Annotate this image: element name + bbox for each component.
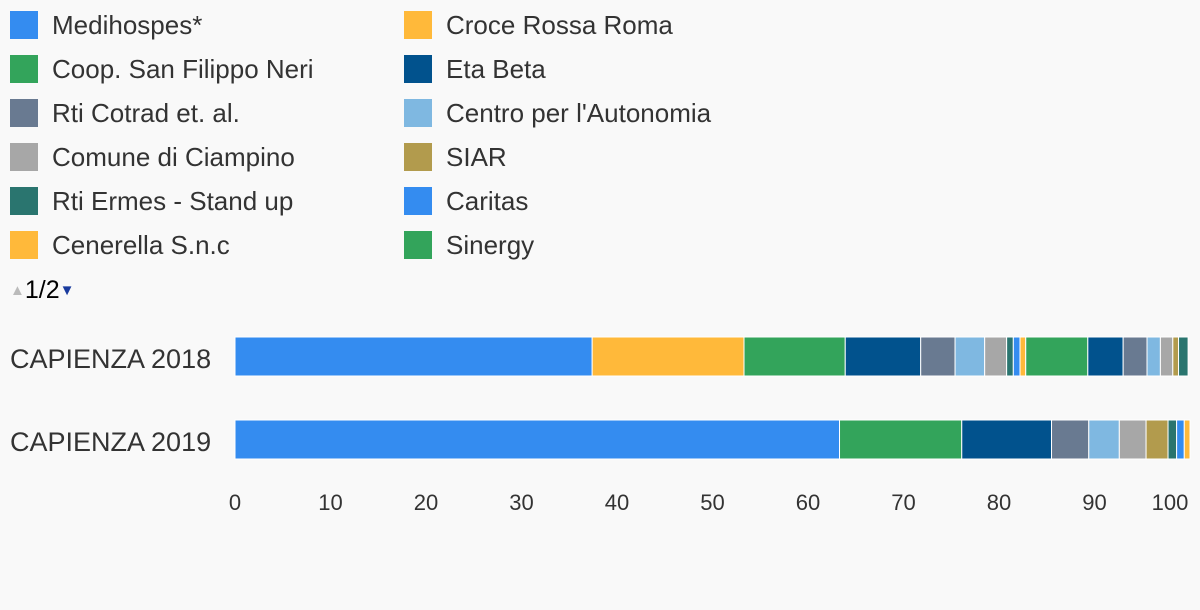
legend-swatch	[404, 143, 432, 171]
x-tick-label: 90	[1082, 490, 1106, 515]
x-tick-label: 80	[987, 490, 1011, 515]
x-tick-label: 20	[414, 490, 438, 515]
legend-swatch	[404, 231, 432, 259]
bar-segment[interactable]	[234, 419, 841, 460]
legend-item[interactable]: SIAR	[404, 142, 507, 172]
bar-segment[interactable]	[1172, 336, 1180, 377]
legend-label: Caritas	[446, 185, 529, 216]
legend-pager: ▲ 1/2 ▼	[10, 276, 74, 305]
bar-segment[interactable]	[1087, 336, 1124, 377]
legend-item[interactable]: Caritas	[404, 186, 528, 216]
legend-item[interactable]: Comune di Ciampino	[10, 142, 295, 172]
legend-swatch	[10, 231, 38, 259]
legend-label: Comune di Ciampino	[52, 141, 295, 172]
bar-segment[interactable]	[839, 419, 963, 460]
bar-segment[interactable]	[961, 419, 1053, 460]
legend-item[interactable]: Eta Beta	[404, 54, 546, 84]
legend-item[interactable]: Centro per l'Autonomia	[404, 98, 711, 128]
x-tick-label: 60	[796, 490, 820, 515]
legend-swatch	[404, 99, 432, 127]
bar-segment[interactable]	[954, 336, 986, 377]
legend-swatch	[404, 55, 432, 83]
legend-label: Eta Beta	[446, 53, 546, 84]
bar-segment[interactable]	[1183, 419, 1191, 460]
legend-item[interactable]: Rti Ermes - Stand up	[10, 186, 293, 216]
x-tick-label: 50	[700, 490, 724, 515]
bar-segment[interactable]	[591, 336, 745, 377]
x-tick-label: 0	[229, 490, 241, 515]
bar-segment[interactable]	[1118, 419, 1147, 460]
legend-swatch	[10, 11, 38, 39]
legend-label: Coop. San Filippo Neri	[52, 53, 314, 84]
bar-segment[interactable]	[1012, 336, 1021, 377]
legend-label: SIAR	[446, 141, 507, 172]
legend-label: Centro per l'Autonomia	[446, 97, 712, 128]
legend-page-number: 1/2	[24, 276, 60, 304]
legend-label: Rti Ermes - Stand up	[52, 185, 294, 216]
bar-segment[interactable]	[1146, 336, 1161, 377]
legend-item[interactable]: Cenerella S.n.c	[10, 230, 230, 260]
bar-segment[interactable]	[1051, 419, 1090, 460]
bar-segment[interactable]	[1178, 336, 1189, 377]
triangle-down-icon[interactable]: ▼	[59, 282, 75, 299]
bar-segment[interactable]	[1019, 336, 1027, 377]
legend-swatch	[404, 11, 432, 39]
legend-item[interactable]: Medihospes*	[10, 10, 202, 40]
triangle-up-icon[interactable]: ▲	[10, 282, 25, 299]
legend-item[interactable]: Croce Rossa Roma	[404, 10, 673, 40]
legend-swatch	[10, 187, 38, 215]
legend-swatch	[404, 187, 432, 215]
bar-segment[interactable]	[1122, 336, 1148, 377]
legend-label: Rti Cotrad et. al.	[52, 97, 240, 128]
bar-segment[interactable]	[1167, 419, 1178, 460]
legend-item[interactable]: Rti Cotrad et. al.	[10, 98, 240, 128]
legend-item[interactable]: Sinergy	[404, 230, 534, 260]
x-tick-label: 30	[509, 490, 533, 515]
x-tick-label: 40	[605, 490, 629, 515]
category-label: CAPIENZA 2018	[10, 344, 211, 374]
bar-segment[interactable]	[234, 336, 593, 377]
chart-legend: Medihospes* Croce Rossa Roma Coop. San Fil…	[10, 10, 770, 283]
legend-label: Medihospes*	[52, 10, 203, 40]
x-tick-label: 100	[1152, 490, 1189, 515]
bar-segment[interactable]	[743, 336, 846, 377]
bar-segment[interactable]	[844, 336, 922, 377]
bar-segment[interactable]	[920, 336, 956, 377]
bar-segment[interactable]	[1145, 419, 1169, 460]
category-label: CAPIENZA 2019	[10, 427, 211, 457]
bar-segment[interactable]	[1159, 336, 1174, 377]
bar-segment[interactable]	[984, 336, 1008, 377]
legend-swatch	[10, 143, 38, 171]
legend-swatch	[10, 55, 38, 83]
legend-label: Croce Rossa Roma	[446, 10, 673, 40]
bar-segment[interactable]	[1025, 336, 1089, 377]
bar-segment[interactable]	[1006, 336, 1014, 377]
legend-label: Sinergy	[446, 229, 535, 260]
bar-segment[interactable]	[1088, 419, 1120, 460]
bar-segment[interactable]	[1176, 419, 1185, 460]
legend-item[interactable]: Coop. San Filippo Neri	[10, 54, 314, 84]
x-tick-label: 10	[318, 490, 342, 515]
legend-swatch	[10, 99, 38, 127]
x-tick-label: 70	[891, 490, 915, 515]
legend-label: Cenerella S.n.c	[52, 229, 230, 260]
